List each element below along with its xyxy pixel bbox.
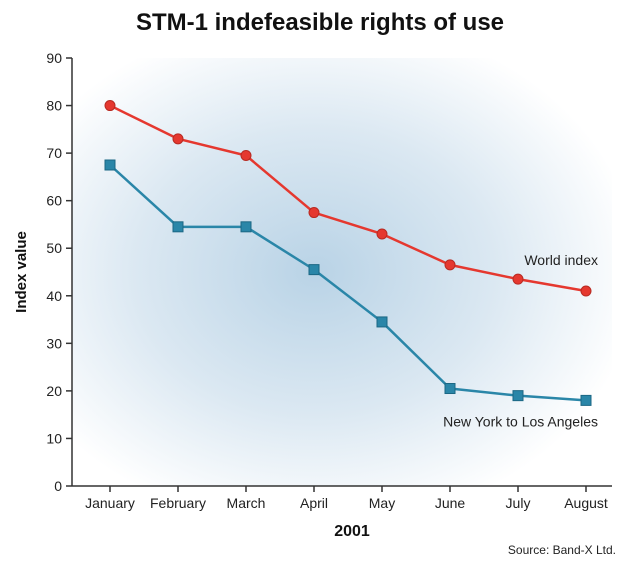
series-line [109,104,587,293]
y-tick-label: 30 [46,335,62,351]
data-point [444,383,456,395]
data-point [308,207,320,219]
data-point [580,285,592,297]
y-tick-label: 20 [46,383,62,399]
y-ticks: 0 10 20 30 40 50 60 70 80 90 [46,50,72,494]
x-axis-label: 2001 [334,523,370,540]
x-tick-label: August [564,495,608,511]
x-tick-label: January [85,495,135,511]
y-tick-label: 0 [54,478,62,494]
data-point [512,273,524,285]
data-point [512,390,524,402]
data-point [104,159,116,171]
y-tick-label: 50 [46,240,62,256]
y-tick-label: 40 [46,288,62,304]
data-point [172,133,184,145]
data-point [376,228,388,240]
x-tick-label: February [150,495,206,511]
series-label: New York to Los Angeles [443,413,598,429]
data-point [580,394,592,406]
series-line [109,164,587,402]
x-tick-label: May [369,495,395,511]
data-point [444,259,456,271]
y-tick-label: 10 [46,430,62,446]
x-tick-label: July [506,495,531,511]
y-tick-label: 70 [46,145,62,161]
data-point [308,264,320,276]
data-point [376,316,388,328]
y-axis-label: Index value [13,231,30,313]
chart-title: STM-1 indefeasible rights of use [136,9,504,36]
x-ticks: January February March April May June July Augu… [85,486,608,511]
series-label: World index [524,252,598,268]
data-point [240,149,252,161]
y-tick-label: 60 [46,193,62,209]
data-point [104,100,116,112]
source-note: Source: Band-X Ltd. [508,543,616,557]
series-labels: World index New York to Los Angeles [443,252,598,429]
data-point [172,221,184,233]
y-tick-label: 80 [46,98,62,114]
y-tick-label: 90 [46,50,62,66]
x-tick-label: March [227,495,266,511]
series-layer [104,100,592,406]
plot-background [72,58,612,486]
data-point [240,221,252,233]
x-tick-label: April [300,495,328,511]
x-tick-label: June [435,495,466,511]
